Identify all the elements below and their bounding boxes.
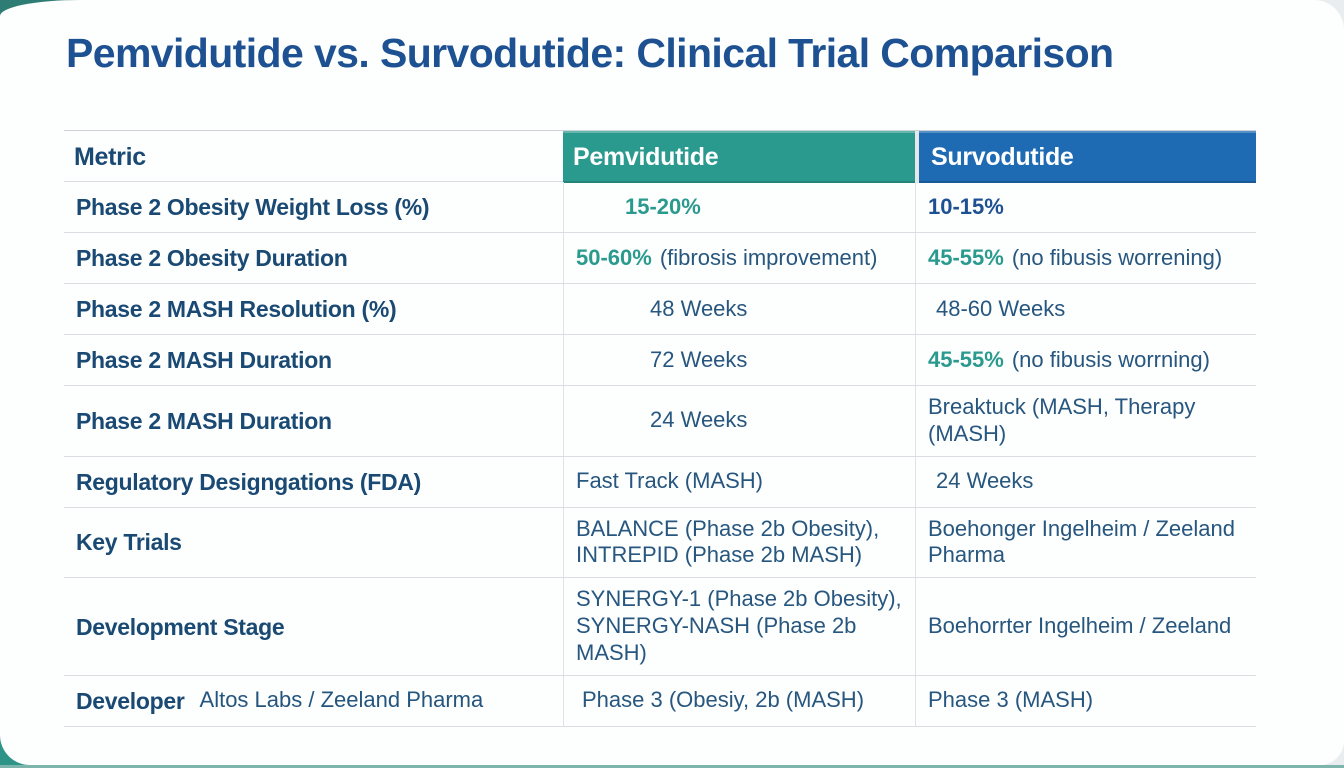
pemvidutide-cell: Fast Track (MASH)	[563, 456, 915, 507]
table-row: Phase 2 Obesity Duration 50-60% (fibrosis …	[64, 233, 1256, 284]
pemvidutide-cell: 15-20%	[563, 182, 915, 232]
pemvidutide-cell: 24 Weeks	[563, 386, 915, 456]
table-row: Developer Altos Labs / Zeeland Pharma Phas…	[64, 675, 1256, 727]
table-header-row: Metric Pemvidutide Survodutide	[64, 130, 1256, 183]
survodutide-cell: Phase 3 (MASH)	[915, 675, 1256, 726]
table-row: Regulatory Designgations (FDA) Fast Track…	[64, 456, 1256, 508]
metric-cell: Phase 2 MASH Duration	[76, 407, 332, 434]
column-header-metric: Metric	[74, 142, 146, 171]
pemvidutide-cell: BALANCE (Phase 2b Obesity), INTREPID (Pha…	[563, 507, 915, 578]
column-header-pemvidutide: Pemvidutide	[563, 131, 915, 183]
metric-cell: Phase 2 Obesity Duration	[76, 244, 348, 271]
pemvidutide-cell: 72 Weeks	[563, 335, 915, 385]
table-row: Phase 2 Obesity Weight Loss (%) 15-20% 10-…	[64, 182, 1256, 233]
metric-cell: Key Trials	[76, 529, 182, 556]
metric-cell: Regulatory Designgations (FDA)	[76, 468, 421, 495]
table-row: Phase 2 MASH Duration 72 Weeks 45-55% (no f…	[64, 335, 1256, 386]
table-row: Phase 2 MASH Duration 24 Weeks Breaktuck (…	[64, 386, 1256, 457]
survodutide-cell: 45-55% (no fibusis worrning)	[915, 335, 1256, 385]
table-row: Key Trials BALANCE (Phase 2b Obesity), INT…	[64, 507, 1256, 579]
pemvidutide-cell: 50-60% (fibrosis improvement)	[563, 233, 915, 283]
survodutide-cell: 45-55% (no fibusis worrening)	[915, 233, 1256, 283]
survodutide-cell: Boehorrter Ingelheim / Zeeland	[915, 578, 1256, 675]
survodutide-cell: 48-60 Weeks	[915, 284, 1256, 334]
metric-cell: Phase 2 MASH Resolution (%)	[76, 295, 397, 322]
metric-cell: Development Stage	[76, 613, 285, 640]
survodutide-cell: Breaktuck (MASH, Therapy (MASH)	[915, 386, 1256, 456]
survodutide-cell: 10-15%	[915, 182, 1256, 232]
survodutide-cell: 24 Weeks	[915, 456, 1256, 507]
pemvidutide-cell: Phase 3 (Obesiy, 2b (MASH)	[563, 675, 915, 726]
table-row: Phase 2 MASH Resolution (%) 48 Weeks 48-60…	[64, 284, 1256, 335]
metric-cell: Phase 2 Obesity Weight Loss (%)	[76, 193, 430, 220]
pemvidutide-cell: SYNERGY-1 (Phase 2b Obesity), SYNERGY-NAS…	[563, 578, 915, 675]
table-body: Phase 2 Obesity Weight Loss (%) 15-20% 10-…	[64, 182, 1256, 727]
column-header-survodutide: Survodutide	[915, 131, 1256, 183]
survodutide-cell: Boehonger Ingelheim / Zeeland Pharma	[915, 507, 1256, 578]
page-title: Pemvidutide vs. Survodutide: Clinical Tr…	[66, 30, 1114, 76]
bottom-accent-strip	[0, 765, 1344, 768]
metric-cell: Developer Altos Labs / Zeeland Pharma	[76, 687, 484, 714]
table-row: Development Stage SYNERGY-1 (Phase 2b Obe…	[64, 578, 1256, 676]
pemvidutide-cell: 48 Weeks	[563, 284, 915, 334]
metric-cell: Phase 2 MASH Duration	[76, 346, 332, 373]
comparison-table: Metric Pemvidutide Survodutide Phase 2 O…	[64, 130, 1256, 727]
